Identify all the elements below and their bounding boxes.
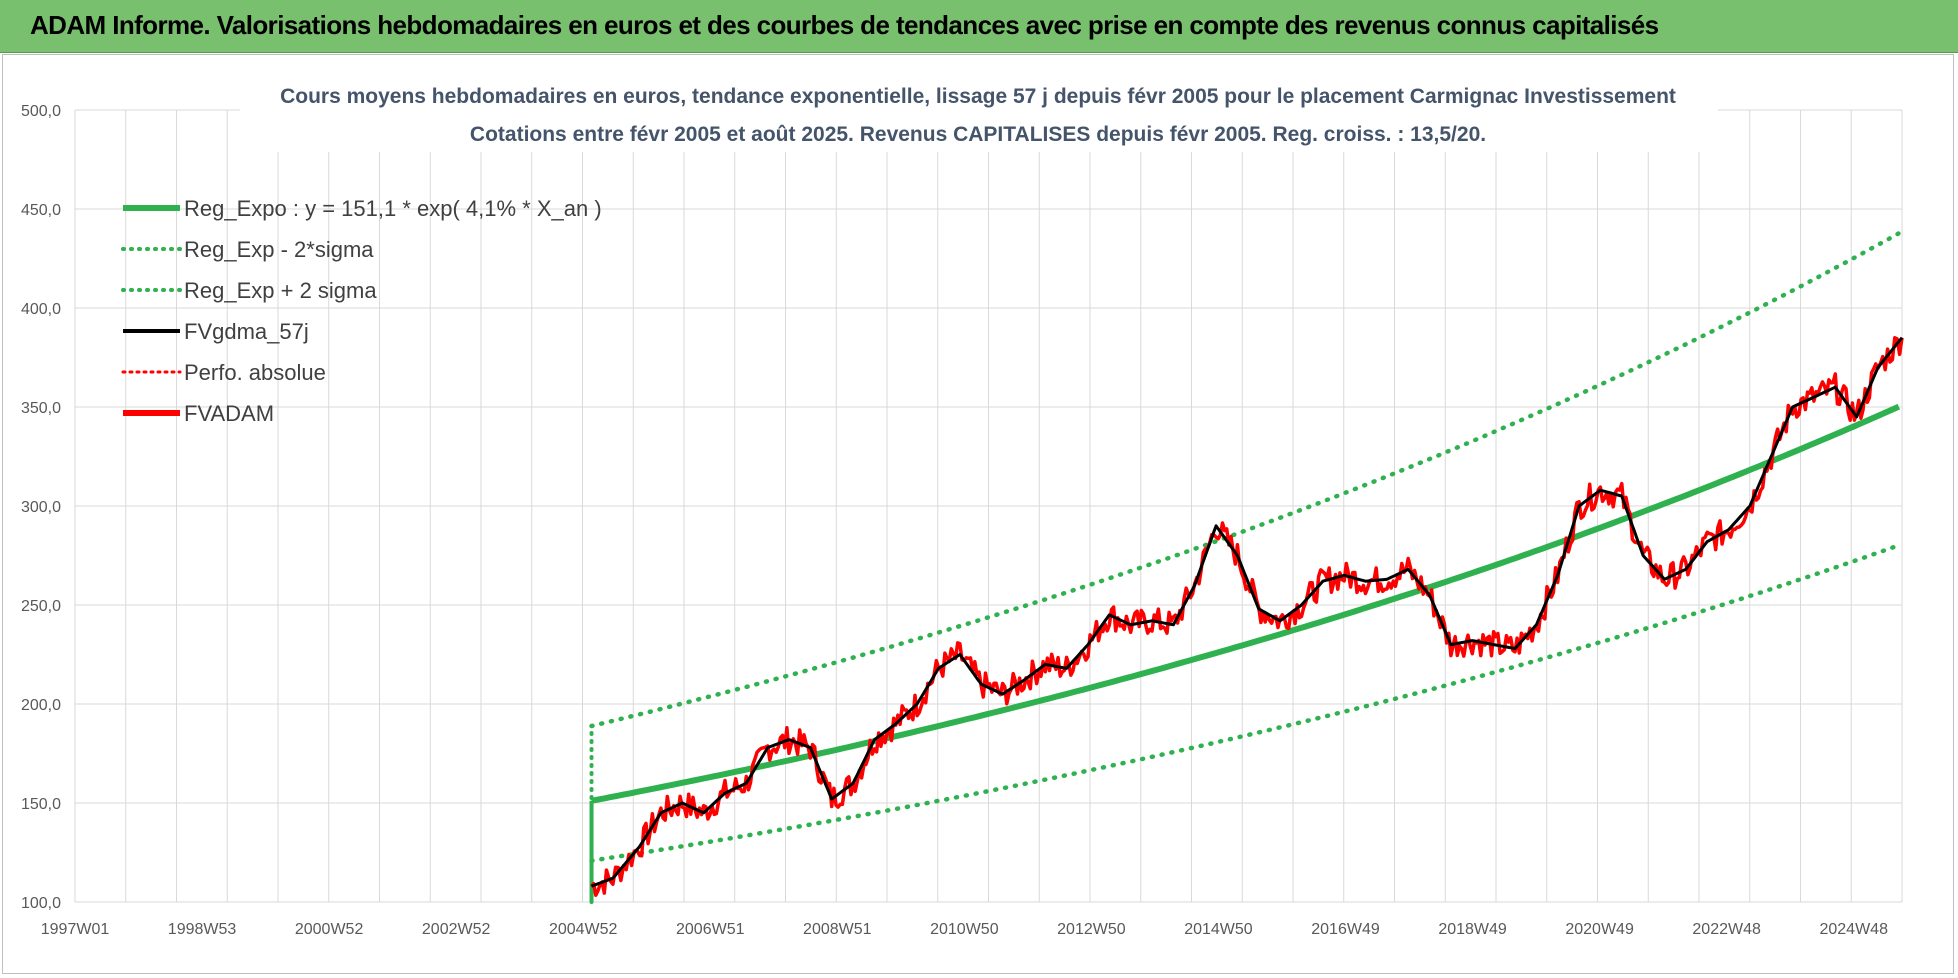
series-reg-exp-minus-2sigma — [589, 543, 1902, 863]
x-tick-label: 2024W48 — [1819, 921, 1888, 938]
y-tick-label: 250,0 — [21, 598, 61, 615]
y-tick-label: 400,0 — [21, 301, 61, 318]
legend-label: Perfo. absolue — [184, 360, 326, 385]
legend-label: FVgdma_57j — [184, 319, 309, 344]
legend-label: Reg_Expo : y = 151,1 * exp( 4,1% * X_an … — [184, 196, 602, 221]
chart-title-line2: Cotations entre févr 2005 et août 2025. … — [470, 123, 1486, 146]
x-tick-label: 2006W51 — [676, 921, 745, 938]
chart-title-line1: Cours moyens hebdomadaires en euros, ten… — [280, 85, 1676, 108]
x-tick-label: 2000W52 — [295, 921, 364, 938]
x-tick-label: 2012W50 — [1057, 921, 1126, 938]
x-tick-label: 2014W50 — [1184, 921, 1253, 938]
y-tick-label: 500,0 — [21, 103, 61, 120]
y-tick-label: 100,0 — [21, 895, 61, 912]
y-tick-label: 300,0 — [21, 499, 61, 516]
banner-title: ADAM Informe. Valorisations hebdomadaire… — [30, 10, 1659, 40]
series-fvadam — [590, 336, 1904, 897]
series-fvgdma-57j — [590, 336, 1904, 888]
y-tick-label: 450,0 — [21, 202, 61, 219]
title-background — [240, 80, 1718, 152]
legend-label: Reg_Exp + 2 sigma — [184, 278, 377, 303]
x-axis-ticks: 1997W01 1998W53 2000W52 2002W52 2004W52 2006W… — [41, 921, 1888, 938]
y-tick-label: 200,0 — [21, 697, 61, 714]
x-tick-label: 2022W48 — [1692, 921, 1761, 938]
x-tick-label: 2002W52 — [422, 921, 491, 938]
y-tick-label: 150,0 — [21, 796, 61, 813]
chart-frame — [2, 54, 1954, 974]
x-tick-label: 1998W53 — [168, 921, 237, 938]
x-tick-label: 2020W49 — [1565, 921, 1634, 938]
grid — [74, 109, 1903, 903]
series-reg-exp-plus-2sigma — [589, 231, 1902, 729]
legend-label: FVADAM — [184, 401, 274, 426]
x-tick-label: 2018W49 — [1438, 921, 1507, 938]
x-tick-label: 2004W52 — [549, 921, 618, 938]
x-tick-label: 2010W50 — [930, 921, 999, 938]
legend-label: Reg_Exp - 2*sigma — [184, 237, 374, 262]
y-tick-label: 350,0 — [21, 400, 61, 417]
x-tick-label: 1997W01 — [41, 921, 110, 938]
series-lines — [589, 231, 1904, 904]
legend: Reg_Expo : y = 151,1 * exp( 4,1% * X_an … — [121, 196, 602, 426]
banner: ADAM Informe. Valorisations hebdomadaire… — [0, 0, 1958, 53]
y-axis-ticks: 100,0 150,0 200,0 250,0 300,0 350,0 400,0 450,0… — [21, 103, 61, 912]
x-tick-label: 2008W51 — [803, 921, 872, 938]
x-tick-label: 2016W49 — [1311, 921, 1380, 938]
